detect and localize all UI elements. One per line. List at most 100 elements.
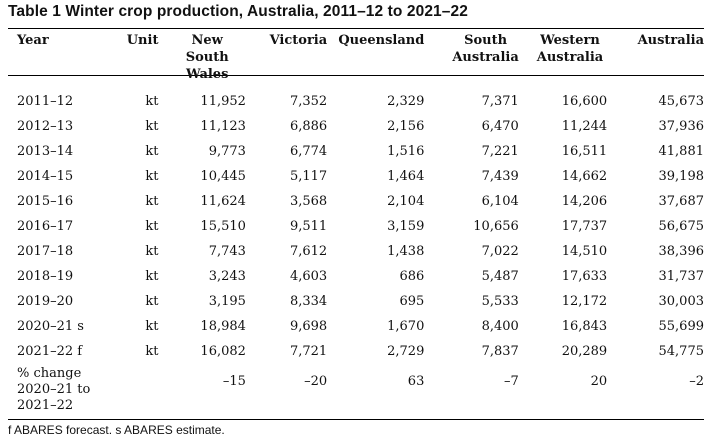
cell-year: 2020–21 s [17,319,84,334]
change-nsw: –15 [222,374,246,389]
cell-vic: 8,334 [289,294,328,309]
col-header-nsw: New South Wales [185,33,229,82]
table-title: Table 1 Winter crop production, Australi… [8,3,468,20]
cell-year: 2012–13 [17,119,74,134]
col-header-sa: South Australia [452,33,519,65]
header-row: Year Unit New South Wales Victoria Queen… [8,32,704,83]
cell-aus: 37,687 [658,194,705,209]
cell-wa: 12,172 [561,294,608,309]
cell-wa: 11,244 [561,119,608,134]
cell-sa: 7,221 [481,144,519,159]
header-rule [8,75,704,76]
cell-unit: kt [145,219,159,234]
col-header-year: Year [17,33,49,48]
cell-sa: 6,104 [481,194,519,209]
cell-aus: 39,198 [658,169,705,184]
cell-nsw: 18,984 [200,319,246,334]
cell-aus: 30,003 [658,294,705,309]
table-row: 2011–12 kt 11,952 7,352 2,329 7,371 16,600 45,6… [8,89,704,114]
cell-qld: 2,104 [387,194,425,209]
cell-vic: 3,568 [289,194,328,209]
percent-change-row: % change 2020–21 to 2021–22 –15 –20 63 –… [8,364,704,414]
cell-wa: 20,289 [561,344,608,359]
col-header-vic: Victoria [269,33,328,48]
percent-change-label: % change 2020–21 to 2021–22 [17,366,91,413]
col-header-wa: Western Australia [536,33,604,65]
cell-year: 2015–16 [17,194,74,209]
cell-year: 2011–12 [17,94,74,109]
change-qld: 63 [407,374,425,389]
cell-wa: 14,206 [561,194,608,209]
cell-sa: 5,533 [481,294,519,309]
cell-unit: kt [145,294,159,309]
cell-vic: 5,117 [289,169,328,184]
col-header-unit: Unit [126,33,159,48]
cell-aus: 56,675 [658,219,705,234]
change-sa: –7 [504,374,519,389]
cell-vic: 7,612 [289,244,328,259]
cell-aus: 41,881 [658,144,705,159]
crop-production-table: Year Unit New South Wales Victoria Queen… [8,32,704,414]
cell-aus: 38,396 [658,244,705,259]
cell-nsw: 10,445 [200,169,246,184]
cell-qld: 686 [399,269,425,284]
table-row: 2015–16 kt 11,624 3,568 2,104 6,104 14,206 37,6… [8,189,704,214]
cell-nsw: 3,195 [208,294,246,309]
cell-unit: kt [145,319,159,334]
cell-year: 2021–22 f [17,344,83,359]
cell-qld: 3,159 [387,219,425,234]
cell-wa: 14,510 [561,244,608,259]
cell-nsw: 3,243 [208,269,246,284]
cell-qld: 1,438 [387,244,425,259]
cell-vic: 6,774 [289,144,328,159]
cell-unit: kt [145,94,159,109]
table-row: 2016–17 kt 15,510 9,511 3,159 10,656 17,737 56,… [8,214,704,239]
cell-qld: 1,516 [387,144,425,159]
cell-sa: 10,656 [473,219,519,234]
cell-sa: 5,487 [481,269,519,284]
cell-aus: 37,936 [658,119,705,134]
cell-nsw: 15,510 [200,219,246,234]
cell-year: 2017–18 [17,244,74,259]
cell-sa: 7,837 [481,344,519,359]
cell-wa: 14,662 [561,169,608,184]
cell-year: 2014–15 [17,169,74,184]
cell-unit: kt [145,144,159,159]
cell-year: 2016–17 [17,219,74,234]
table-row: 2018–19 kt 3,243 4,603 686 5,487 17,633 31,737 [8,264,704,289]
cell-qld: 2,156 [387,119,425,134]
change-aus: –2 [689,374,704,389]
table-row: 2020–21 s kt 18,984 9,698 1,670 8,400 16,843 55… [8,314,704,339]
table-row: 2012–13 kt 11,123 6,886 2,156 6,470 11,244 37,9… [8,114,704,139]
table-row: 2021–22 f kt 16,082 7,721 2,729 7,837 20,289 54… [8,339,704,364]
cell-wa: 16,843 [561,319,608,334]
cell-unit: kt [145,269,159,284]
cell-sa: 7,022 [481,244,519,259]
top-rule [8,28,704,29]
cell-unit: kt [145,194,159,209]
cell-vic: 7,352 [289,94,328,109]
cell-aus: 31,737 [658,269,705,284]
cell-sa: 8,400 [481,319,519,334]
col-header-aus: Australia [637,33,704,48]
cell-vic: 4,603 [289,269,328,284]
cell-qld: 695 [399,294,425,309]
cell-wa: 17,633 [561,269,608,284]
table-row: 2013–14 kt 9,773 6,774 1,516 7,221 16,511 41,88… [8,139,704,164]
cell-sa: 7,371 [481,94,519,109]
cell-qld: 1,670 [387,319,425,334]
cell-vic: 9,511 [289,219,328,234]
cell-nsw: 9,773 [208,144,246,159]
cell-vic: 7,721 [289,344,328,359]
cell-nsw: 11,624 [200,194,246,209]
cell-nsw: 16,082 [200,344,246,359]
table-row: 2019–20 kt 3,195 8,334 695 5,533 12,172 30,003 [8,289,704,314]
cell-nsw: 7,743 [208,244,246,259]
table-row: 2014–15 kt 10,445 5,117 1,464 7,439 14,662 39,1… [8,164,704,189]
cell-nsw: 11,952 [200,94,246,109]
cell-year: 2018–19 [17,269,74,284]
cell-year: 2019–20 [17,294,74,309]
cell-vic: 6,886 [289,119,328,134]
cell-nsw: 11,123 [200,119,246,134]
cell-qld: 1,464 [387,169,425,184]
